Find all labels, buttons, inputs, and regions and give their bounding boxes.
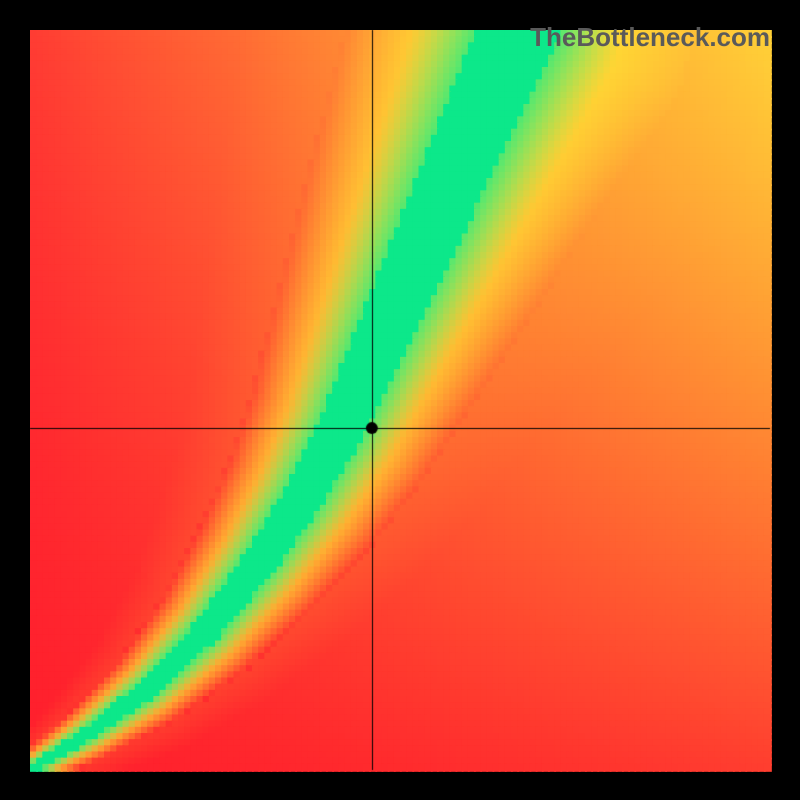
watermark-text: TheBottleneck.com — [530, 22, 770, 53]
chart-container: TheBottleneck.com — [0, 0, 800, 800]
bottleneck-heatmap — [0, 0, 800, 800]
